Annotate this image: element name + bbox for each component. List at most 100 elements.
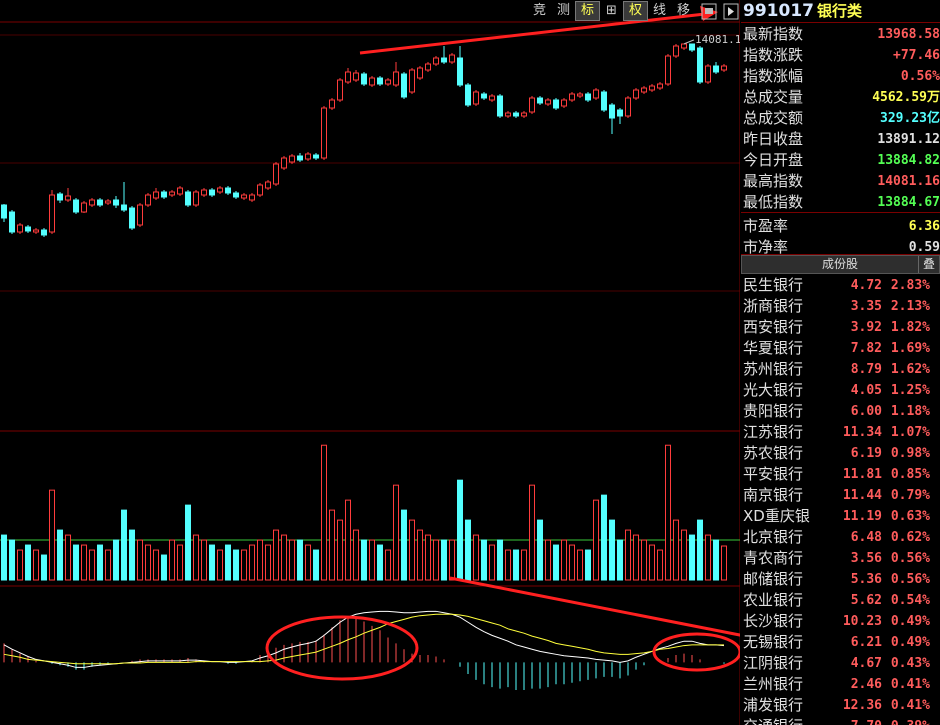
stat-row: 最低指数 13884.67 bbox=[741, 192, 940, 213]
volume-bar bbox=[121, 509, 127, 581]
stock-price: 5.62 bbox=[850, 593, 882, 608]
stock-price: 11.19 bbox=[842, 509, 882, 524]
volume-bar bbox=[177, 544, 183, 581]
stock-change: 0.41% bbox=[890, 677, 930, 692]
stock-change: 0.56% bbox=[890, 572, 930, 587]
candle-body bbox=[505, 112, 511, 117]
component-row[interactable]: 南京银行 11.44 0.79% bbox=[741, 485, 940, 506]
volume-bar bbox=[185, 504, 191, 581]
volume-bar bbox=[401, 509, 407, 581]
candle-body bbox=[385, 79, 391, 85]
component-row[interactable]: 农业银行 5.62 0.54% bbox=[741, 590, 940, 611]
component-row[interactable]: 江阴银行 4.67 0.43% bbox=[741, 653, 940, 674]
volume-bar bbox=[593, 499, 599, 581]
component-row[interactable]: XD重庆银 11.19 0.63% bbox=[741, 506, 940, 527]
stat-label: 总成交额 bbox=[743, 109, 804, 127]
candle-body bbox=[633, 89, 639, 99]
component-row[interactable]: 民生银行 4.72 2.83% bbox=[741, 275, 940, 296]
candle-body bbox=[393, 71, 399, 86]
stock-price: 5.36 bbox=[850, 572, 882, 587]
component-row[interactable]: 华夏银行 7.82 1.69% bbox=[741, 338, 940, 359]
volume-bar bbox=[585, 549, 591, 581]
stock-name: 邮储银行 bbox=[743, 570, 804, 588]
icon-glyph bbox=[705, 8, 713, 14]
volume-bar bbox=[609, 519, 615, 581]
toolbar-button[interactable]: 竞 bbox=[532, 3, 546, 18]
volume-bar bbox=[57, 529, 63, 581]
component-row[interactable]: 苏州银行 8.79 1.62% bbox=[741, 359, 940, 380]
candle-body bbox=[353, 72, 359, 81]
candle-body bbox=[377, 77, 383, 85]
stock-name: 浙商银行 bbox=[743, 297, 804, 315]
stock-name: 江苏银行 bbox=[743, 423, 804, 441]
volume-bar bbox=[393, 484, 399, 581]
component-row[interactable]: 西安银行 3.92 1.82% bbox=[741, 317, 940, 338]
candle-body bbox=[617, 109, 623, 117]
volume-bar bbox=[313, 549, 319, 581]
volume-bar bbox=[145, 544, 151, 581]
stock-change: 0.79% bbox=[890, 488, 930, 503]
toolbar-button[interactable]: 线 bbox=[652, 3, 666, 18]
stock-change: 0.41% bbox=[890, 698, 930, 713]
volume-bar bbox=[521, 549, 527, 581]
toolbar-button[interactable]: 测 bbox=[556, 3, 570, 18]
component-row[interactable]: 浦发银行 12.36 0.41% bbox=[741, 695, 940, 716]
toolbar-button[interactable]: 移 bbox=[676, 3, 690, 18]
volume-bar bbox=[225, 544, 231, 581]
stat-label: 总成交量 bbox=[743, 88, 804, 106]
candle-body bbox=[369, 77, 375, 86]
component-row[interactable]: 北京银行 6.48 0.62% bbox=[741, 527, 940, 548]
volume-bar bbox=[193, 534, 199, 581]
component-row[interactable]: 交通银行 7.70 0.39% bbox=[741, 716, 940, 725]
component-row[interactable]: 无锡银行 6.21 0.49% bbox=[741, 632, 940, 653]
component-row[interactable]: 平安银行 11.81 0.85% bbox=[741, 464, 940, 485]
volume-bar bbox=[633, 534, 639, 581]
candle-body bbox=[193, 191, 199, 206]
stat-row: 总成交量 4562.59万 bbox=[741, 87, 940, 108]
volume-bar bbox=[377, 544, 383, 581]
stock-price: 2.46 bbox=[850, 677, 882, 692]
component-row[interactable]: 邮储银行 5.36 0.56% bbox=[741, 569, 940, 590]
component-row[interactable]: 苏农银行 6.19 0.98% bbox=[741, 443, 940, 464]
stock-change: 2.13% bbox=[890, 299, 930, 314]
volume-bar bbox=[105, 549, 111, 581]
candle-body bbox=[689, 43, 695, 51]
volume-bar bbox=[305, 544, 311, 581]
stat-label: 最低指数 bbox=[743, 193, 804, 211]
toolbar-button[interactable]: ⊞ bbox=[606, 3, 617, 18]
stock-change: 0.98% bbox=[890, 446, 930, 461]
component-row[interactable]: 青农商行 3.56 0.56% bbox=[741, 548, 940, 569]
chart-area: 14081.16 bbox=[0, 0, 740, 725]
component-row[interactable]: 兰州银行 2.46 0.41% bbox=[741, 674, 940, 695]
stock-change: 1.69% bbox=[890, 341, 930, 356]
stat-label: 最新指数 bbox=[743, 25, 804, 43]
component-row[interactable]: 浙商银行 3.35 2.13% bbox=[741, 296, 940, 317]
stat-value: 13884.82 bbox=[877, 153, 940, 168]
icon-button[interactable] bbox=[723, 3, 739, 20]
volume-bar bbox=[361, 539, 367, 581]
toolbar-button[interactable]: 标 bbox=[575, 1, 600, 21]
candle-body bbox=[697, 47, 703, 83]
volume-bar bbox=[409, 519, 415, 581]
stat-row: 总成交额 329.23亿 bbox=[741, 108, 940, 129]
stock-change: 2.83% bbox=[890, 278, 930, 293]
stock-name: 贵阳银行 bbox=[743, 402, 804, 420]
stat-row: 指数涨跌 +77.46 bbox=[741, 45, 940, 66]
candle-body bbox=[97, 199, 103, 206]
component-row[interactable]: 贵阳银行 6.00 1.18% bbox=[741, 401, 940, 422]
candle-body bbox=[65, 195, 71, 201]
stock-change: 0.56% bbox=[890, 551, 930, 566]
toolbar-button[interactable]: 权 bbox=[623, 1, 648, 21]
candle-body bbox=[273, 163, 279, 185]
stock-name: 苏农银行 bbox=[743, 444, 804, 462]
candle-body bbox=[49, 194, 55, 233]
candle-body bbox=[609, 104, 615, 119]
icon-button[interactable] bbox=[701, 3, 717, 20]
component-row[interactable]: 江苏银行 11.34 1.07% bbox=[741, 422, 940, 443]
stat-value: 13884.67 bbox=[877, 195, 940, 210]
volume-bar bbox=[433, 539, 439, 581]
overlay-button[interactable]: 叠 bbox=[918, 256, 939, 273]
separator bbox=[741, 22, 940, 23]
component-row[interactable]: 光大银行 4.05 1.25% bbox=[741, 380, 940, 401]
component-row[interactable]: 长沙银行 10.23 0.49% bbox=[741, 611, 940, 632]
